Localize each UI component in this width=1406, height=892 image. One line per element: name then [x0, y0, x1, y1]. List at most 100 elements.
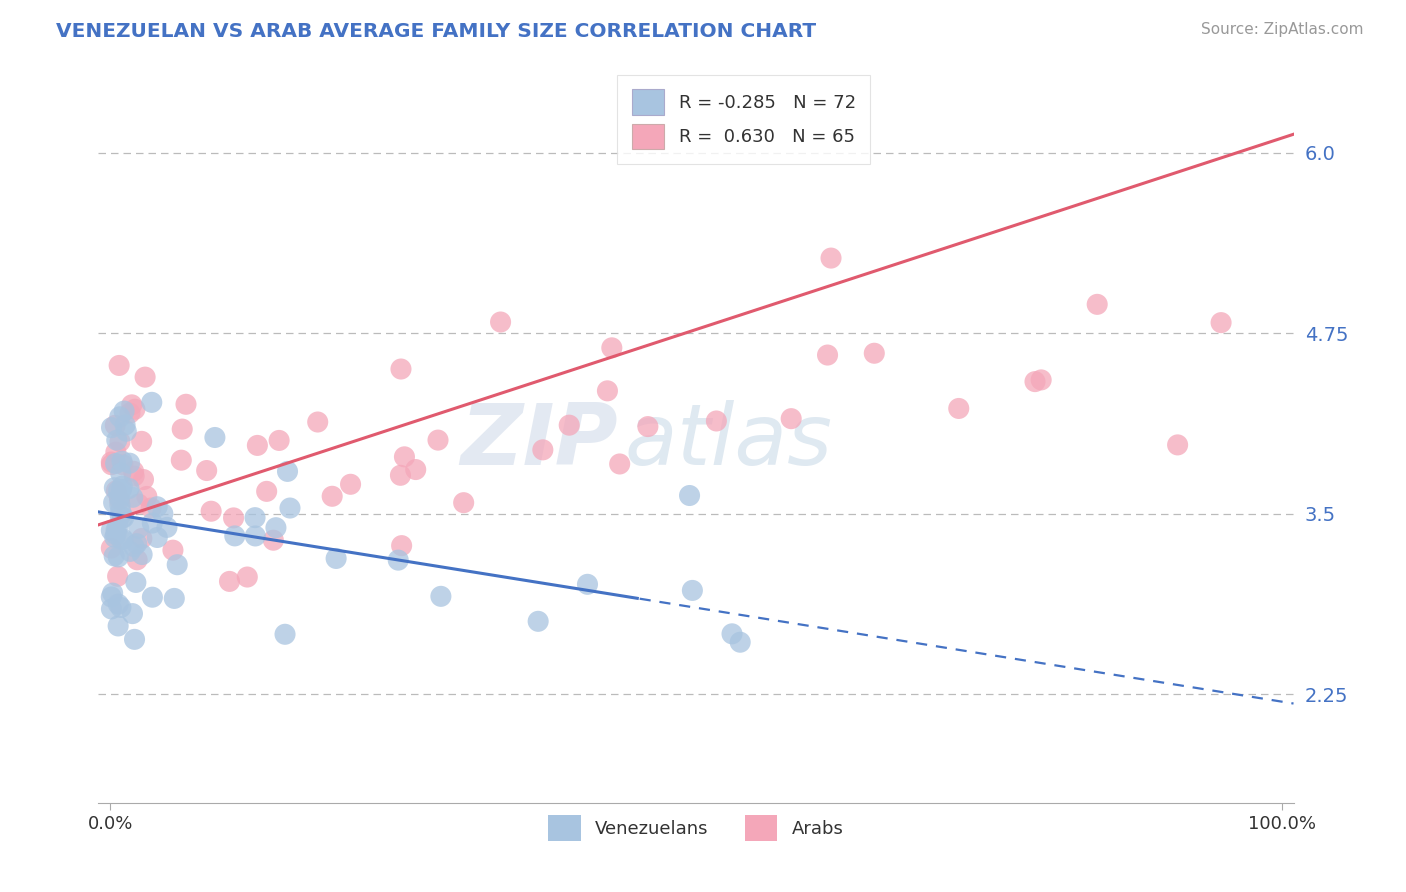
Point: [405, 462, 427, 476]
Point: [115, 424, 138, 438]
Point: [453, 496, 475, 510]
Point: [107, 597, 129, 611]
Point: [104, 445, 127, 459]
Point: [1085, 297, 1108, 311]
Point: [430, 590, 453, 604]
Point: [576, 577, 599, 591]
Point: [131, 434, 153, 449]
Point: [681, 583, 703, 598]
Point: [637, 419, 659, 434]
Point: [111, 458, 134, 472]
Point: [172, 422, 194, 436]
Text: ZIP: ZIP: [461, 400, 619, 483]
Point: [131, 532, 153, 546]
Point: [163, 591, 186, 606]
Point: [678, 488, 700, 502]
Point: [104, 457, 127, 471]
Point: [100, 458, 122, 472]
Point: [100, 602, 122, 616]
Point: [111, 479, 134, 493]
Point: [122, 540, 145, 554]
Point: [264, 521, 287, 535]
Point: [1209, 316, 1232, 330]
Point: [108, 434, 131, 449]
Point: [112, 404, 135, 418]
Point: [162, 543, 184, 558]
Point: [124, 632, 146, 647]
Point: [780, 411, 803, 425]
Point: [108, 498, 131, 512]
Point: [104, 530, 127, 544]
Point: [596, 384, 619, 398]
Point: [269, 434, 291, 448]
Point: [131, 548, 153, 562]
Point: [174, 397, 197, 411]
Point: [222, 511, 245, 525]
Point: [110, 483, 132, 497]
Point: [325, 551, 347, 566]
Point: [948, 401, 970, 416]
Point: [112, 510, 135, 524]
Point: [110, 504, 132, 518]
Point: [141, 500, 163, 515]
Point: [246, 438, 269, 452]
Point: [389, 362, 412, 376]
Point: [103, 481, 125, 495]
Point: [107, 549, 129, 564]
Point: [391, 539, 413, 553]
Point: [1024, 375, 1046, 389]
Point: [127, 497, 149, 511]
Point: [558, 418, 581, 433]
Point: [489, 315, 512, 329]
Point: [274, 627, 297, 641]
Point: [134, 370, 156, 384]
Point: [609, 457, 631, 471]
Point: [531, 442, 554, 457]
Point: [104, 527, 127, 541]
Point: [339, 477, 361, 491]
Point: [706, 414, 728, 428]
Point: [243, 510, 266, 524]
Text: atlas: atlas: [624, 400, 832, 483]
Point: [108, 409, 131, 424]
Point: [146, 531, 169, 545]
Point: [218, 574, 240, 589]
Point: [101, 586, 124, 600]
Point: [152, 507, 174, 521]
Point: [245, 529, 267, 543]
Point: [105, 483, 128, 498]
Point: [256, 484, 278, 499]
Point: [156, 520, 179, 534]
Point: [236, 570, 259, 584]
Point: [278, 501, 301, 516]
Point: [141, 516, 163, 530]
Point: [1031, 373, 1053, 387]
Point: [120, 544, 142, 558]
Point: [122, 464, 145, 478]
Point: [111, 510, 134, 524]
Point: [600, 341, 623, 355]
Point: [427, 433, 450, 447]
Point: [527, 615, 550, 629]
Point: [118, 456, 141, 470]
Point: [103, 496, 125, 510]
Point: [1167, 438, 1189, 452]
Point: [107, 483, 129, 498]
Point: [276, 464, 298, 478]
Point: [100, 455, 122, 469]
Point: [141, 395, 163, 409]
Point: [127, 553, 149, 567]
Point: [100, 541, 122, 556]
Point: [107, 519, 129, 533]
Point: [135, 490, 157, 504]
Point: [110, 600, 132, 615]
Point: [321, 489, 343, 503]
Point: [728, 635, 751, 649]
Point: [110, 508, 132, 523]
Point: [128, 521, 150, 535]
Point: [105, 523, 128, 537]
Point: [110, 467, 132, 481]
Point: [820, 251, 842, 265]
Point: [118, 482, 141, 496]
Point: [108, 492, 131, 507]
